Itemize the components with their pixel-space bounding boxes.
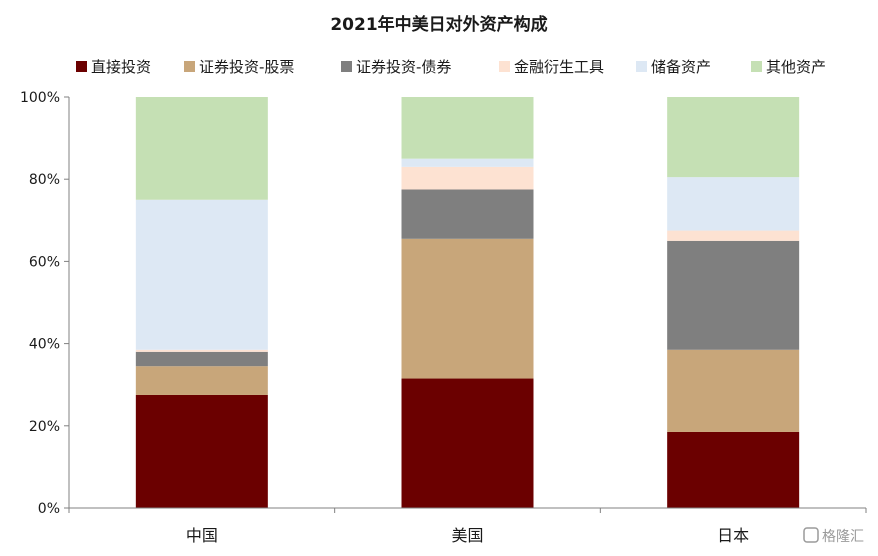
bar-segment [135, 199, 268, 350]
bar-segment [401, 166, 534, 190]
watermark: 格隆汇 [803, 527, 864, 545]
legend-item: 其他资产 [751, 58, 826, 76]
bar-segment [135, 349, 268, 352]
x-category-label: 中国 [186, 526, 218, 545]
x-axis: 中国 美国 日本 [68, 507, 867, 545]
watermark-logo-icon [803, 527, 819, 543]
bar-segment [135, 394, 268, 508]
y-tick-label: 40% [29, 337, 60, 353]
bar-segment [135, 366, 268, 395]
legend-label: 金融衍生工具 [514, 58, 604, 76]
legend-label: 其他资产 [766, 58, 826, 76]
y-tick-label: 60% [29, 254, 60, 270]
legend-item: 证券投资-股票 [184, 58, 294, 76]
bar-segment [401, 378, 534, 508]
legend-swatch [341, 61, 352, 72]
legend-item: 直接投资 [76, 58, 151, 76]
legend-swatch [499, 61, 510, 72]
bar-segment [401, 158, 534, 167]
bar-segment [667, 431, 800, 508]
bar-stack [667, 97, 800, 508]
bar-segment [667, 240, 800, 350]
y-axis: 0% 20% 40% 60% 80% 100% [20, 90, 70, 517]
y-tick-label: 100% [20, 90, 60, 106]
bar-segment [135, 97, 268, 200]
legend-swatch [76, 61, 87, 72]
bar-segment [135, 351, 268, 367]
legend-swatch [751, 61, 762, 72]
bar-segment [667, 97, 800, 178]
bar-segment [401, 238, 534, 379]
x-category-label: 美国 [451, 526, 483, 545]
bar-segment [401, 189, 534, 239]
x-category-label: 日本 [717, 526, 749, 545]
legend-label: 直接投资 [91, 58, 151, 76]
legend-label: 证券投资-债券 [356, 58, 451, 76]
y-tick-label: 20% [29, 419, 60, 435]
bar-segment [667, 230, 800, 241]
legend: 直接投资 证券投资-股票 证券投资-债券 金融衍生工具 储备资产 其他资产 [76, 58, 826, 76]
bar-segment [667, 177, 800, 231]
y-tick-label: 80% [29, 172, 60, 188]
y-tick-label: 0% [38, 501, 60, 517]
legend-label: 证券投资-股票 [199, 58, 294, 76]
bar-segment [401, 97, 534, 159]
legend-label: 储备资产 [651, 58, 711, 76]
bars [135, 97, 800, 508]
bar-segment [667, 349, 800, 432]
chart-title: 2021年中美日对外资产构成 [330, 14, 547, 35]
legend-item: 储备资产 [636, 58, 711, 76]
legend-swatch [636, 61, 647, 72]
bar-stack [401, 97, 534, 508]
legend-item: 证券投资-债券 [341, 58, 451, 76]
watermark-text: 格隆汇 [822, 529, 864, 545]
legend-swatch [184, 61, 195, 72]
bar-stack [135, 97, 268, 508]
legend-item: 金融衍生工具 [499, 58, 604, 76]
